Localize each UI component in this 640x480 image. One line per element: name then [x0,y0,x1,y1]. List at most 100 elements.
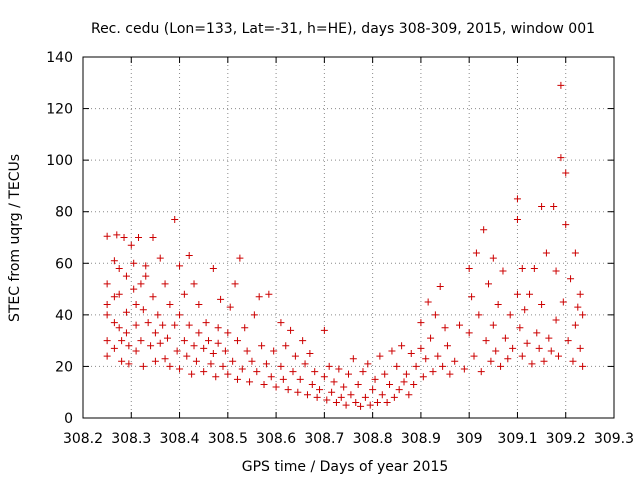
data-point [320,326,328,334]
data-point [113,231,121,239]
data-point [296,375,304,383]
data-point [118,357,126,365]
data-point [364,360,372,368]
data-point [579,362,587,370]
data-point [405,391,413,399]
data-point [407,350,415,358]
data-point [176,262,184,270]
data-point [492,347,500,355]
data-point [323,396,331,404]
data-point [373,399,381,407]
data-point [545,334,553,342]
data-point [352,399,360,407]
data-point [127,241,135,249]
data-point [482,337,490,345]
data-point [188,370,196,378]
data-point [161,280,169,288]
data-point [171,215,179,223]
data-point [195,301,203,309]
data-point [535,344,543,352]
data-point [122,329,130,337]
x-tick-label: 308.4 [159,431,199,447]
data-point [518,264,526,272]
y-tick-label: 140 [46,50,73,66]
data-point [209,264,217,272]
data-point [446,370,454,378]
data-point [366,401,374,409]
x-tick-label: 309 [456,431,483,447]
data-point [185,321,193,329]
data-point [518,352,526,360]
data-point [540,357,548,365]
data-point [468,293,476,301]
data-point [509,344,517,352]
data-point [465,329,473,337]
data-point [209,350,217,358]
data-point [460,365,468,373]
data-point [132,301,140,309]
data-point [151,357,159,365]
data-point [400,378,408,386]
data-point [574,303,582,311]
data-point [161,355,169,363]
data-point [383,399,391,407]
data-point [393,362,401,370]
data-point [513,215,521,223]
y-tick-label: 80 [55,205,73,221]
data-point [287,326,295,334]
data-point [163,334,171,342]
data-point [470,352,478,360]
data-point [132,347,140,355]
data-point [110,344,118,352]
data-point [122,308,130,316]
data-point [246,378,254,386]
data-point [156,254,164,262]
data-point [255,293,263,301]
data-point [424,298,432,306]
data-point [308,380,316,388]
data-point [436,282,444,290]
data-point [265,290,273,298]
data-point [402,370,410,378]
data-point [357,402,365,410]
data-point [236,254,244,262]
data-point [284,386,292,394]
data-point [202,319,210,327]
data-point [173,347,181,355]
data-point [171,321,179,329]
y-tick-label: 40 [55,308,73,324]
data-point [262,360,270,368]
data-point [429,368,437,376]
data-point [419,373,427,381]
y-tick-label: 100 [46,153,73,169]
data-point [354,380,362,388]
data-point [277,319,285,327]
data-point [376,352,384,360]
data-point [166,362,174,370]
data-point [542,249,550,257]
data-point [243,347,251,355]
data-point [139,306,147,314]
data-point [381,370,389,378]
data-point [557,154,565,162]
data-point [465,264,473,272]
data-point [192,357,200,365]
data-point [313,393,321,401]
data-point [564,337,572,345]
data-point [412,362,420,370]
data-point [226,303,234,311]
data-point [149,293,157,301]
data-point [103,352,111,360]
data-point [325,362,333,370]
data-point [501,334,509,342]
data-point [552,316,560,324]
data-point [229,357,237,365]
data-point [132,321,140,329]
data-point [523,339,531,347]
data-point [320,373,328,381]
data-point [513,290,521,298]
data-point [258,342,266,350]
data-point [528,360,536,368]
data-point [533,329,541,337]
